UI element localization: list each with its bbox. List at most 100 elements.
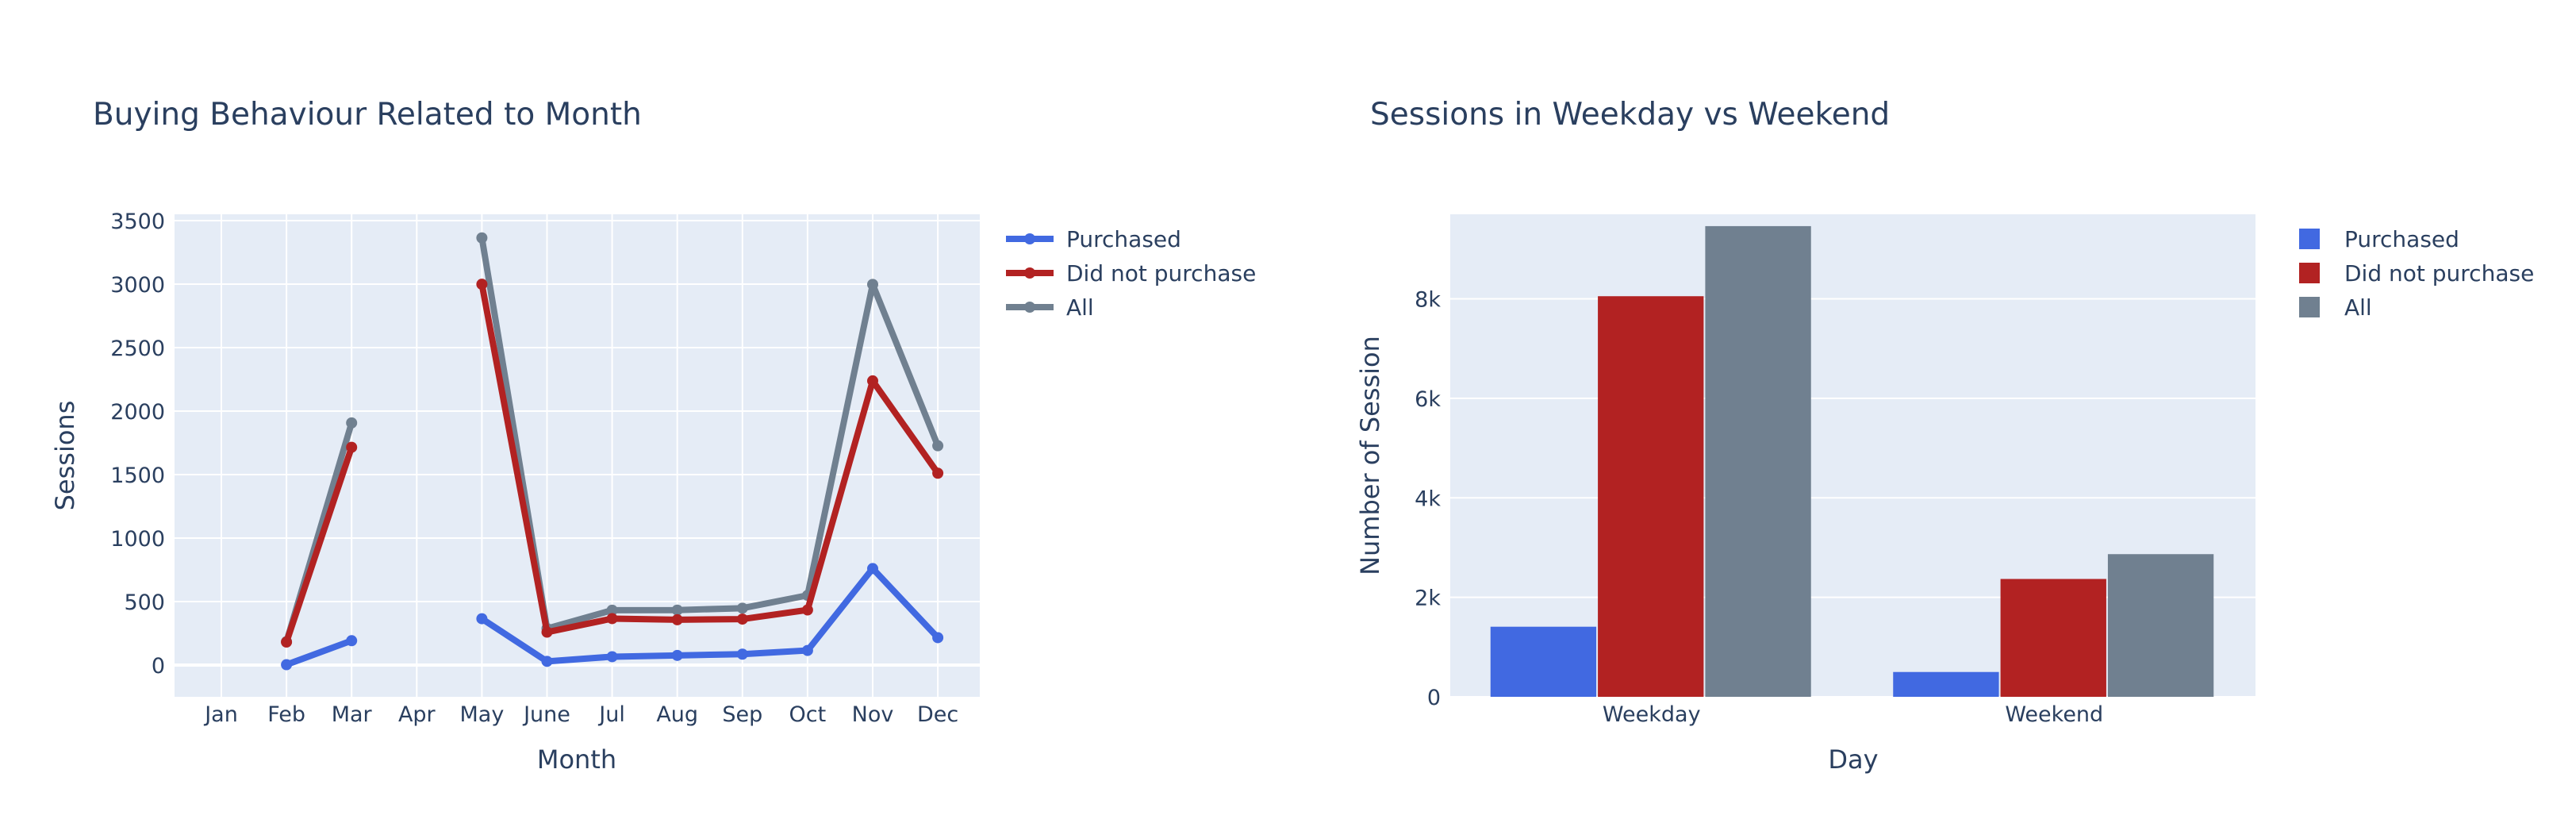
data-point-purchased-sep <box>736 648 748 660</box>
data-point-purchased-aug <box>671 649 683 661</box>
data-point-did-not-purchase-oct <box>801 604 813 616</box>
line-chart-y-ticks: 0 500 1000 1500 2000 2500 3000 3500 <box>110 210 165 679</box>
data-point-all-mar <box>346 417 358 429</box>
line-chart-x-ticks: Jan Feb Mar Apr May June Jul Aug Sep Oct Nov Dec <box>203 702 958 727</box>
legend-marker-did-not-purchase <box>1024 267 1035 279</box>
bar-chart-y-axis-title: Number of Session <box>1355 336 1385 575</box>
data-point-purchased-dec <box>932 632 944 644</box>
bar-purchased-weekend <box>1893 671 1999 697</box>
line-chart-x-tick-label: Sep <box>722 702 762 727</box>
bar-did-not-purchase-weekday <box>1598 296 1704 697</box>
legend-item-did-not-purchase[interactable]: Did not purchase <box>2299 260 2534 287</box>
bar-chart-y-tick-label: 4k <box>1415 486 1441 511</box>
bar-chart-y-tick-label: 0 <box>1427 686 1441 710</box>
line-chart-x-tick-label: Oct <box>789 702 827 727</box>
series-did-not-purchase <box>281 279 944 648</box>
line-chart-x-tick-label: Dec <box>917 702 958 727</box>
bar-chart-y-tick-label: 6k <box>1415 387 1441 412</box>
legend-label-did-not-purchase: Did not purchase <box>2344 260 2534 287</box>
data-point-all-jul <box>606 604 618 616</box>
line-chart-series <box>281 232 944 671</box>
line-chart-x-tick-label: Nov <box>852 702 894 727</box>
legend-swatch-all <box>2299 297 2320 317</box>
line-chart-y-tick-label: 3000 <box>110 273 165 298</box>
line-chart-title: Buying Behaviour Related to Month <box>93 97 642 133</box>
series-line-did-not-purchase-segment-1 <box>478 283 941 636</box>
data-point-all-aug <box>671 604 683 616</box>
bar-purchased-weekday <box>1490 626 1597 697</box>
data-point-purchased-oct <box>801 644 813 656</box>
bar-chart-x-tick-label: Weekday <box>1603 702 1701 727</box>
line-chart-y-axis-title: Sessions <box>50 401 80 511</box>
data-point-did-not-purchase-nov <box>867 375 878 387</box>
bar-chart-y-tick-label: 2k <box>1415 586 1441 611</box>
data-point-did-not-purchase-dec <box>932 467 944 479</box>
bar-chart-x-axis-title: Day <box>1828 744 1878 775</box>
bar-chart-x-tick-label: Weekend <box>2005 702 2103 727</box>
bar-chart-legend[interactable]: Purchased Did not purchase All <box>2299 226 2534 321</box>
legend-item-purchased[interactable]: Purchased <box>2299 226 2459 252</box>
line-chart-legend[interactable]: Purchased Did not purchase All <box>1006 226 1256 321</box>
legend-label-purchased: Purchased <box>2344 226 2459 252</box>
line-chart: Buying Behaviour Related to Month 0 500 10… <box>50 97 1256 775</box>
bar-all-weekend <box>2107 554 2214 697</box>
line-chart-y-tick-label: 500 <box>124 590 165 615</box>
data-point-all-dec <box>932 440 944 452</box>
data-point-all-may <box>476 232 488 244</box>
data-point-did-not-purchase-mar <box>346 441 358 453</box>
data-point-did-not-purchase-feb <box>281 636 293 648</box>
legend-label-did-not-purchase: Did not purchase <box>1066 260 1256 287</box>
line-chart-x-tick-label: Aug <box>656 702 698 727</box>
data-point-all-nov <box>867 279 878 290</box>
data-point-purchased-may <box>476 613 488 625</box>
data-point-all-sep <box>736 602 748 614</box>
line-chart-x-tick-label: Jul <box>597 702 625 727</box>
line-chart-y-tick-label: 0 <box>152 654 165 679</box>
series-line-purchased-segment-1 <box>480 565 941 665</box>
series-line-all-segment-1 <box>478 237 941 632</box>
legend-label-purchased: Purchased <box>1066 226 1181 252</box>
bar-all-weekday <box>1705 225 1811 697</box>
line-chart-plot-area <box>175 214 980 697</box>
data-point-purchased-feb <box>281 659 293 671</box>
data-point-did-not-purchase-sep <box>736 613 748 625</box>
bar-did-not-purchase-weekend <box>2000 579 2106 697</box>
line-chart-x-tick-label: May <box>459 702 504 727</box>
legend-marker-all <box>1024 302 1035 313</box>
line-chart-x-tick-label: Mar <box>332 702 373 727</box>
data-point-purchased-mar <box>346 635 358 647</box>
legend-label-all: All <box>1066 294 1094 321</box>
line-chart-y-tick-label: 1000 <box>110 527 165 552</box>
line-chart-y-tick-label: 2500 <box>110 337 165 361</box>
legend-marker-purchased <box>1024 233 1035 244</box>
bar-chart-x-ticks: Weekday Weekend <box>1603 702 2103 727</box>
line-chart-x-tick-label: June <box>522 702 570 727</box>
legend-item-purchased[interactable]: Purchased <box>1006 226 1181 252</box>
legend-item-all[interactable]: All <box>1006 294 1094 321</box>
bar-chart-y-tick-label: 8k <box>1415 288 1441 313</box>
series-line-did-not-purchase-segment-0 <box>283 446 355 644</box>
series-purchased <box>281 563 944 671</box>
line-chart-x-tick-label: Feb <box>267 702 305 727</box>
data-point-purchased-june <box>541 656 553 667</box>
bar-chart-title: Sessions in Weekday vs Weekend <box>1370 97 1890 133</box>
bar-chart-bars <box>1490 225 2214 697</box>
legend-item-did-not-purchase[interactable]: Did not purchase <box>1006 260 1256 287</box>
legend-swatch-purchased <box>2299 229 2320 249</box>
data-point-purchased-nov <box>867 563 878 575</box>
data-point-purchased-jul <box>606 651 618 663</box>
data-point-did-not-purchase-june <box>541 626 553 638</box>
line-chart-x-tick-label: Apr <box>398 702 436 727</box>
line-chart-y-tick-label: 3500 <box>110 210 165 234</box>
series-line-purchased-segment-0 <box>285 637 353 668</box>
legend-swatch-did-not-purchase <box>2299 263 2320 283</box>
line-chart-y-tick-label: 1500 <box>110 463 165 488</box>
data-point-did-not-purchase-aug <box>671 613 683 625</box>
legend-item-all[interactable]: All <box>2299 294 2372 321</box>
line-chart-y-tick-label: 2000 <box>110 400 165 425</box>
bar-chart: Sessions in Weekday vs Weekend 0 2k 4k 6k 8k… <box>1355 97 2534 775</box>
bar-chart-y-ticks: 0 2k 4k 6k 8k <box>1415 288 1441 710</box>
data-point-did-not-purchase-may <box>476 279 488 290</box>
data-point-did-not-purchase-jul <box>606 613 618 625</box>
